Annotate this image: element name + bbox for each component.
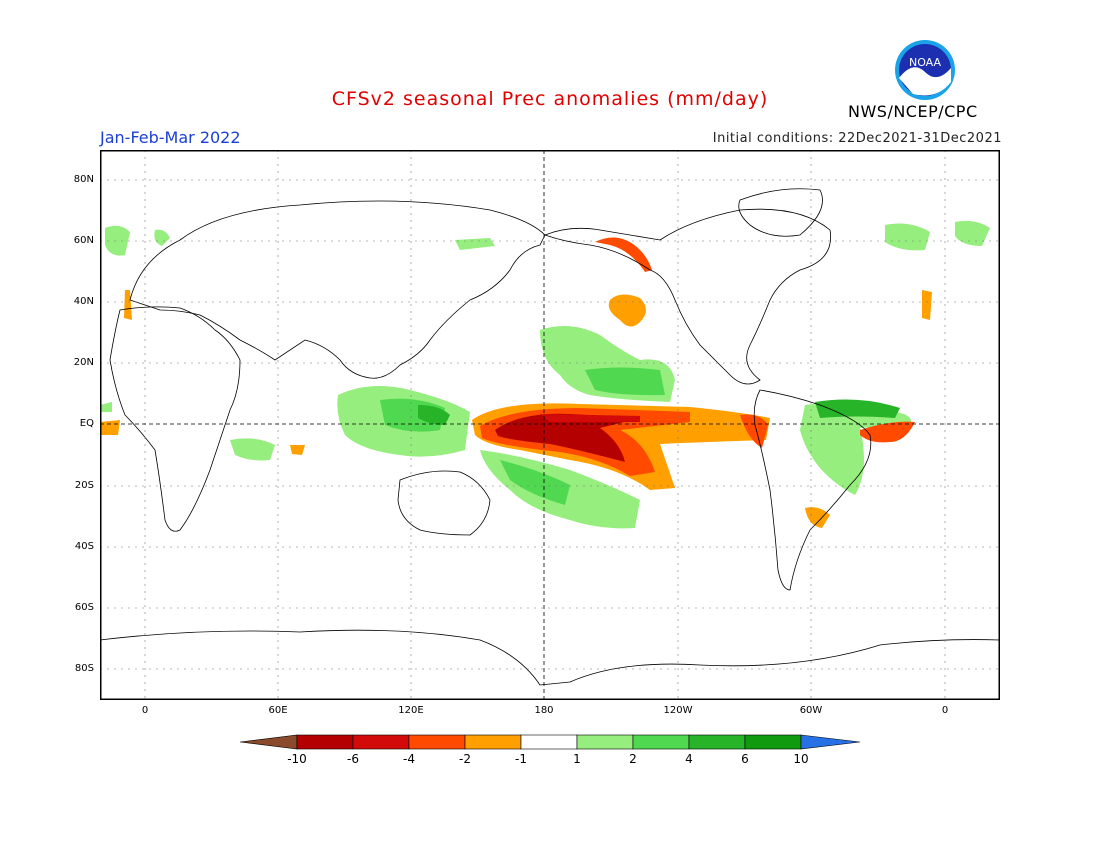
lon-label: 0 <box>141 705 149 716</box>
colorbar-label: 2 <box>629 752 637 766</box>
reference-lines <box>100 150 1000 700</box>
map-frame <box>100 150 1000 700</box>
colorbar-label: -6 <box>347 752 359 766</box>
colorbar-segment <box>464 734 522 750</box>
agency-label: NWS/NCEP/CPC <box>848 102 978 121</box>
colorbar-label: 6 <box>741 752 749 766</box>
colorbar-segment <box>296 734 354 750</box>
australia-outline <box>397 470 491 536</box>
map-title: CFSv2 seasonal Prec anomalies (mm/day) <box>331 88 769 110</box>
lat-label: 80S <box>74 663 94 674</box>
colorbar-segment <box>632 734 690 750</box>
colorbar-segment <box>520 734 578 750</box>
lon-label: 60W <box>799 705 823 716</box>
colorbar-segment <box>744 734 802 750</box>
lat-label: 40N <box>73 296 94 307</box>
lon-label: 0 <box>941 705 949 716</box>
eurasia-outline <box>129 200 546 379</box>
coastlines <box>100 188 1000 686</box>
colorbar-segment <box>576 734 634 750</box>
colorbar-segment <box>408 734 466 750</box>
lat-lon-grid <box>100 150 1000 700</box>
greenland-outline <box>738 188 823 237</box>
colorbar-arrow-low <box>240 734 298 750</box>
lon-label: 120W <box>663 705 693 716</box>
ne-brazil-dry <box>860 421 915 443</box>
lat-label: 20S <box>74 480 94 491</box>
lat-label: 80N <box>73 174 94 185</box>
initial-conditions: Initial conditions: 22Dec2021-31Dec2021 <box>712 131 1002 146</box>
north-america-outline <box>543 208 832 385</box>
colorbar-label: -1 <box>515 752 527 766</box>
forecast-period: Jan-Feb-Mar 2022 <box>100 128 241 147</box>
lon-label: 60E <box>268 705 288 716</box>
npacific-dry <box>608 294 646 327</box>
south-america-outline <box>753 389 872 591</box>
africa-outline <box>109 306 241 532</box>
colorbar-label: -10 <box>287 752 307 766</box>
colorbar-label: 4 <box>685 752 693 766</box>
logo-text: NOAA <box>909 56 942 69</box>
colorbar-label: 1 <box>573 752 581 766</box>
colorbar-label: 10 <box>793 752 809 766</box>
colorbar-segment <box>352 734 410 750</box>
lon-label: 180 <box>534 705 554 716</box>
lat-label: 60N <box>73 235 94 246</box>
lat-label: EQ <box>79 418 94 429</box>
noaa-logo-icon: NOAA <box>895 40 955 100</box>
anomaly-shading <box>100 220 990 529</box>
colorbar-arrow-high <box>800 734 860 750</box>
pacific-dry-darkred <box>495 413 640 462</box>
colorbar-label: -4 <box>403 752 415 766</box>
lat-label: 60S <box>74 602 94 613</box>
alaska-dry <box>595 237 652 272</box>
colorbar <box>240 734 860 750</box>
lat-label: 40S <box>74 541 94 552</box>
lon-label: 120E <box>398 705 424 716</box>
colorbar-segment <box>688 734 746 750</box>
antarctica-outline <box>100 629 1000 686</box>
lat-label: 20N <box>73 357 94 368</box>
colorbar-label: -2 <box>459 752 471 766</box>
